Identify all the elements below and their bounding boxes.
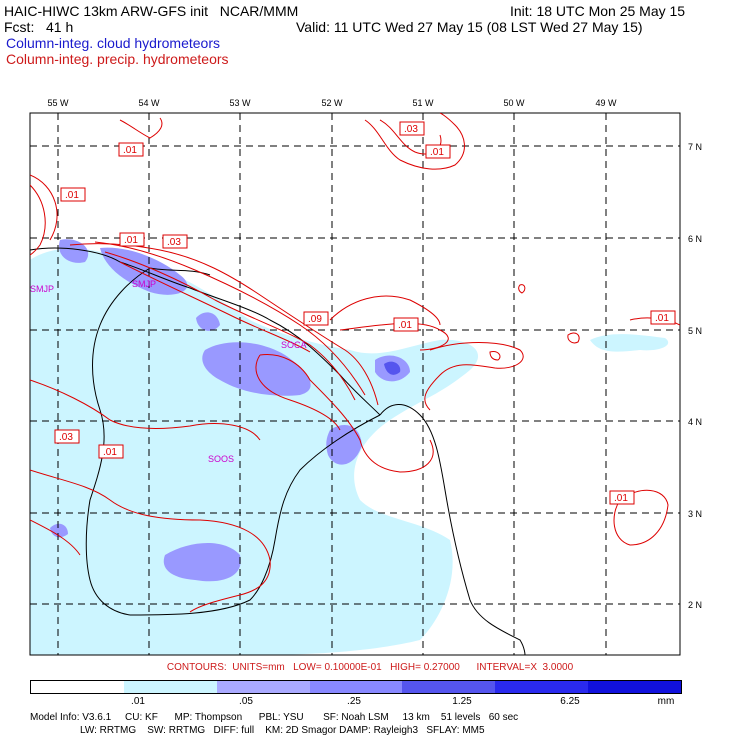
contour-label: .01 bbox=[393, 317, 419, 332]
contour-label: .01 bbox=[60, 187, 86, 202]
contour-labels: .01 .01 .01 .03 .01 .03 .09 .01 .01 .03 … bbox=[54, 121, 676, 505]
svg-text:.01: .01 bbox=[123, 145, 137, 156]
lon-label: 55 W bbox=[47, 98, 69, 108]
colorbar bbox=[30, 680, 682, 694]
contour-label: .01 bbox=[425, 144, 451, 159]
forecast-hour: Fcst: 41 h bbox=[4, 19, 74, 35]
lat-lon-grid bbox=[30, 113, 680, 655]
svg-text:.01: .01 bbox=[65, 190, 79, 201]
contour-label: .09 bbox=[303, 311, 329, 326]
station-label: SMJP bbox=[30, 284, 54, 294]
colorbar-segment bbox=[588, 681, 682, 693]
svg-text:.03: .03 bbox=[59, 432, 73, 443]
svg-text:.03: .03 bbox=[404, 124, 418, 135]
colorbar-label: 1.25 bbox=[452, 696, 472, 707]
lon-label: 51 W bbox=[412, 98, 434, 108]
colorbar-label: .05 bbox=[239, 696, 253, 707]
station-label: SOCA bbox=[281, 340, 307, 350]
contour-label: .03 bbox=[162, 234, 188, 249]
cloud-hydrometeor-shading bbox=[30, 239, 669, 655]
field-label-precip: Column-integ. precip. hydrometeors bbox=[6, 51, 229, 67]
lat-label: 3 N bbox=[688, 509, 702, 519]
svg-text:.01: .01 bbox=[430, 147, 444, 158]
colorbar-segment bbox=[123, 681, 217, 693]
contour-label: .01 bbox=[119, 232, 145, 247]
colorbar-label: .25 bbox=[347, 696, 361, 707]
lon-label: 50 W bbox=[503, 98, 525, 108]
contour-label: .01 bbox=[650, 310, 676, 325]
init-time: Init: 18 UTC Mon 25 May 15 bbox=[510, 3, 686, 19]
lat-label: 2 N bbox=[688, 600, 702, 610]
colorbar-segment bbox=[402, 681, 496, 693]
svg-text:.09: .09 bbox=[308, 314, 322, 325]
colorbar-segment bbox=[31, 681, 124, 693]
svg-text:.01: .01 bbox=[124, 235, 138, 246]
colorbar-label: .01 bbox=[131, 696, 145, 707]
latitude-labels: 7 N 6 N 5 N 4 N 3 N 2 N bbox=[688, 142, 702, 610]
colorbar-segment bbox=[309, 681, 403, 693]
contour-label: .01 bbox=[118, 142, 144, 157]
contour-label: .01 bbox=[98, 444, 124, 459]
station-label: SMJP bbox=[132, 279, 156, 289]
model-info-line2: LW: RRTMG SW: RRTMG DIFF: full KM: 2D Sm… bbox=[30, 725, 485, 736]
contour-info: CONTOURS: UNITS=mm LOW= 0.10000E-01 HIGH… bbox=[166, 662, 574, 673]
svg-text:.01: .01 bbox=[655, 313, 669, 324]
svg-text:.01: .01 bbox=[398, 320, 412, 331]
colorbar-label: 6.25 bbox=[560, 696, 580, 707]
station-label: SOOS bbox=[208, 454, 234, 464]
svg-text:.01: .01 bbox=[614, 493, 628, 504]
lon-label: 53 W bbox=[229, 98, 251, 108]
plot-title: HAIC-HIWC 13km ARW-GFS init NCAR/MMM bbox=[4, 3, 299, 19]
contour-label: .01 bbox=[609, 490, 635, 505]
station-labels: SMJP SMJP SOCA SOOS bbox=[30, 279, 307, 464]
lat-label: 7 N bbox=[688, 142, 702, 152]
longitude-labels: 55 W 54 W 53 W 52 W 51 W 50 W 49 W bbox=[47, 98, 617, 108]
lon-label: 52 W bbox=[321, 98, 343, 108]
lat-label: 6 N bbox=[688, 234, 702, 244]
model-info-line1: Model Info: V3.6.1 CU: KF MP: Thompson P… bbox=[30, 712, 519, 723]
valid-time: Valid: 11 UTC Wed 27 May 15 (08 LST Wed … bbox=[296, 19, 643, 35]
contour-label: .03 bbox=[54, 429, 80, 444]
field-label-cloud: Column-integ. cloud hydrometeors bbox=[6, 35, 220, 51]
contour-label: .03 bbox=[399, 121, 425, 136]
colorbar-segment bbox=[216, 681, 310, 693]
colorbar-segment bbox=[495, 681, 589, 693]
lon-label: 49 W bbox=[595, 98, 617, 108]
lat-label: 4 N bbox=[688, 417, 702, 427]
lat-label: 5 N bbox=[688, 326, 702, 336]
lon-label: 54 W bbox=[138, 98, 160, 108]
svg-text:.01: .01 bbox=[103, 447, 117, 458]
colorbar-label: mm bbox=[657, 696, 675, 707]
svg-text:.03: .03 bbox=[167, 237, 181, 248]
